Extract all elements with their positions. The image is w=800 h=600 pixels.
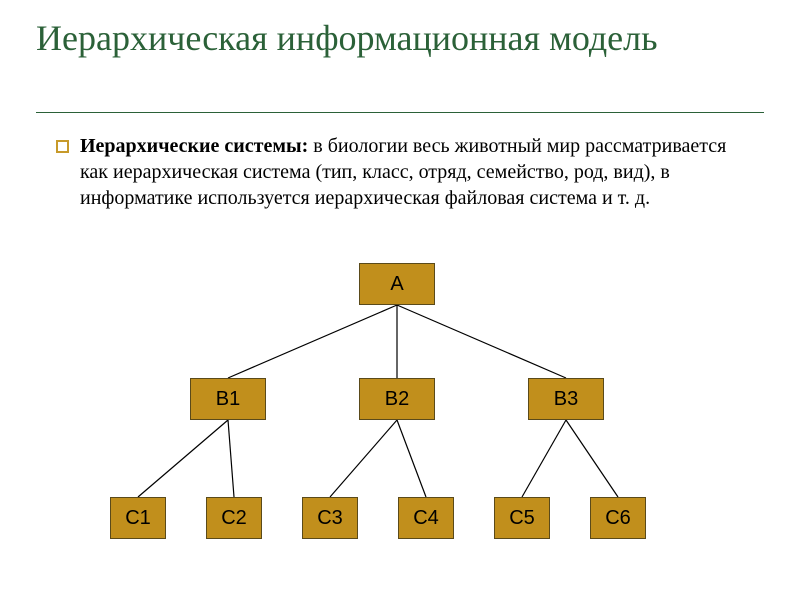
tree-node-C6: С6: [590, 497, 646, 539]
slide: Иерархическая информационная модель Иера…: [0, 0, 800, 600]
tree-node-C5: С5: [494, 497, 550, 539]
tree-node-C4: С4: [398, 497, 454, 539]
tree-node-C2: С2: [206, 497, 262, 539]
tree-node-C3: С3: [302, 497, 358, 539]
tree-node-B2: В2: [359, 378, 435, 420]
tree-node-A: А: [359, 263, 435, 305]
tree-node-B3: В3: [528, 378, 604, 420]
diagram: А В1 В2 В3 С1 С2 С3 С4 С5 С6: [0, 0, 800, 600]
tree-node-B1: В1: [190, 378, 266, 420]
tree-node-C1: С1: [110, 497, 166, 539]
